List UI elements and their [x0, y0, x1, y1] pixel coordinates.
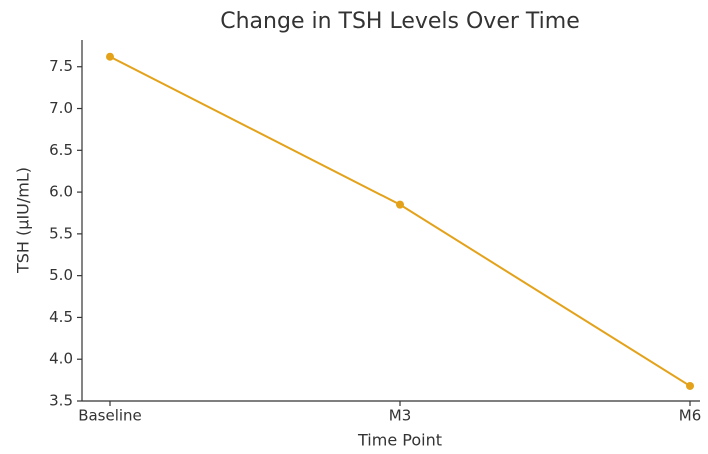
y-tick-label: 7.0: [49, 99, 73, 117]
chart-title: Change in TSH Levels Over Time: [220, 9, 580, 34]
y-axis-label: TSH (µIU/mL): [14, 167, 33, 274]
y-tick-label: 3.5: [49, 392, 73, 410]
point: [106, 52, 114, 61]
y-tick-label: 6.0: [49, 183, 73, 201]
x-tick-label: Baseline: [78, 407, 142, 425]
y-tick-label: 6.5: [49, 141, 73, 159]
y-tick-label: 7.5: [49, 57, 73, 75]
point: [686, 381, 694, 390]
x-tick-label: M3: [389, 407, 412, 425]
line: [109, 55, 691, 387]
y-tick-label: 4.0: [49, 350, 73, 368]
x-tick-label: M6: [679, 407, 702, 425]
y-tick-label: 5.5: [49, 224, 73, 242]
x-axis-label: Time Point: [357, 431, 442, 450]
point: [396, 200, 404, 209]
y-tick-label: 4.5: [49, 308, 73, 326]
y-tick-label: 5.0: [49, 266, 73, 284]
